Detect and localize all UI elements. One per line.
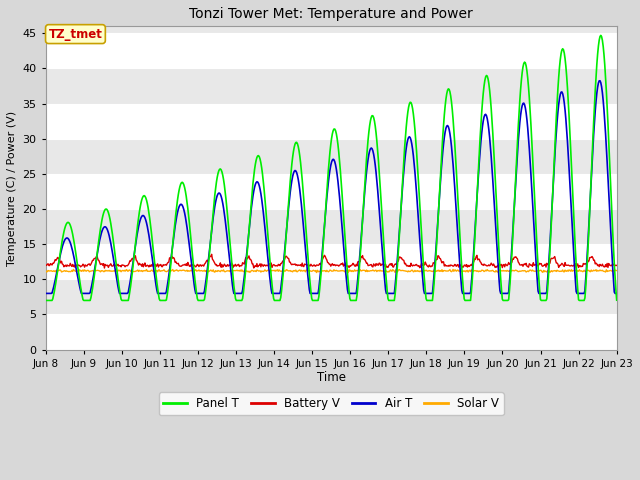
Air T xyxy=(42,290,49,296)
Solar V xyxy=(200,268,207,274)
Bar xyxy=(45,174,617,209)
Air T xyxy=(596,78,604,84)
Bar xyxy=(45,69,617,104)
Battery V xyxy=(52,257,60,263)
Air T xyxy=(613,290,621,296)
Solar V xyxy=(42,268,49,274)
Bar xyxy=(45,33,617,69)
Bar xyxy=(45,209,617,244)
Bar xyxy=(45,279,617,314)
Panel T xyxy=(199,298,207,303)
Bar xyxy=(45,104,617,139)
Battery V xyxy=(401,261,409,266)
Battery V xyxy=(572,265,580,271)
Solar V xyxy=(403,268,410,274)
Battery V xyxy=(613,263,621,268)
Panel T xyxy=(111,250,118,255)
Battery V xyxy=(111,262,118,268)
X-axis label: Time: Time xyxy=(317,372,346,384)
Panel T xyxy=(169,242,177,248)
Legend: Panel T, Battery V, Air T, Solar V: Panel T, Battery V, Air T, Solar V xyxy=(159,393,504,415)
Solar V xyxy=(112,267,120,273)
Bar xyxy=(45,314,617,349)
Solar V xyxy=(170,268,177,274)
Solar V xyxy=(52,269,60,275)
Battery V xyxy=(169,255,177,261)
Panel T xyxy=(401,144,408,150)
Text: TZ_tmet: TZ_tmet xyxy=(49,27,102,41)
Air T xyxy=(52,274,60,279)
Y-axis label: Temperature (C) / Power (V): Temperature (C) / Power (V) xyxy=(7,110,17,265)
Air T xyxy=(417,258,425,264)
Line: Panel T: Panel T xyxy=(45,36,617,300)
Bar xyxy=(45,244,617,279)
Battery V xyxy=(208,252,216,257)
Line: Battery V: Battery V xyxy=(45,254,617,268)
Battery V xyxy=(199,263,207,268)
Solar V xyxy=(613,268,621,274)
Bar xyxy=(45,139,617,174)
Line: Solar V: Solar V xyxy=(45,269,617,273)
Line: Air T: Air T xyxy=(45,81,617,293)
Solar V xyxy=(344,270,352,276)
Air T xyxy=(111,264,118,270)
Panel T xyxy=(417,229,425,235)
Solar V xyxy=(70,266,77,272)
Panel T xyxy=(597,33,605,38)
Panel T xyxy=(42,298,49,303)
Battery V xyxy=(42,262,49,268)
Battery V xyxy=(419,261,426,266)
Solar V xyxy=(419,268,427,274)
Title: Tonzi Tower Met: Temperature and Power: Tonzi Tower Met: Temperature and Power xyxy=(189,7,473,21)
Panel T xyxy=(52,279,60,285)
Air T xyxy=(199,290,207,296)
Panel T xyxy=(613,297,621,303)
Air T xyxy=(169,241,177,247)
Air T xyxy=(401,159,408,165)
